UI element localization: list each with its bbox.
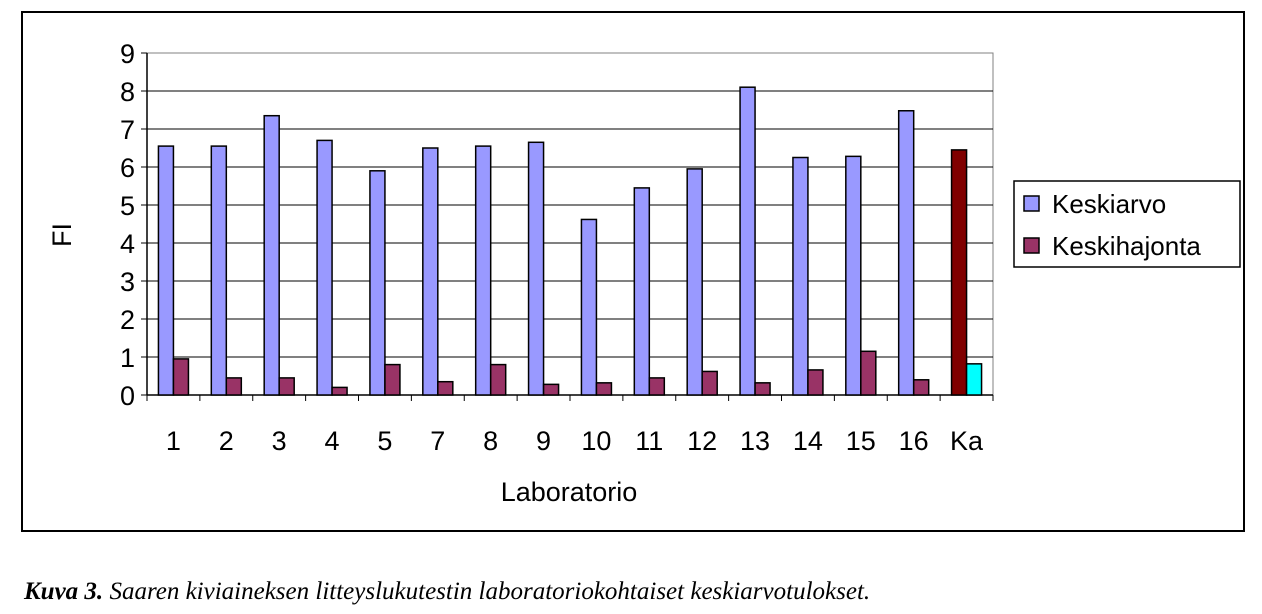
bar-keskiarvo [474, 145, 492, 396]
legend-swatch [1023, 195, 1040, 212]
y-axis-title: FI [47, 223, 77, 247]
category-label: 4 [325, 426, 340, 456]
y-tick-label: 5 [120, 191, 135, 221]
category-label: 9 [536, 426, 551, 456]
bar-keskihajonta [489, 363, 507, 396]
bar-keskihajonta [912, 379, 930, 396]
x-axis-ticks: 1 2 3 4 5 7 8 9 10 11 12 13 14 15 16 Ka [146, 395, 994, 456]
bar-keskihajonta [278, 377, 295, 396]
bar-keskiarvo [580, 218, 598, 396]
bar-keskihajonta [542, 383, 560, 396]
bar-keskiarvo [897, 110, 915, 396]
bar-keskiarvo [792, 156, 809, 396]
bar-keskihajonta [172, 358, 190, 396]
y-tick-label: 7 [120, 115, 135, 145]
legend-label: Keskiarvo [1052, 189, 1166, 219]
bar-keskihajonta [965, 363, 983, 396]
bar-keskihajonta [384, 363, 401, 396]
bars [157, 86, 983, 396]
category-label: 7 [430, 426, 445, 456]
y-tick-label: 9 [120, 39, 135, 69]
category-label: 5 [377, 426, 392, 456]
category-label: 12 [687, 426, 717, 456]
bar-keskihajonta [595, 382, 613, 396]
bar-keskiarvo [950, 149, 968, 396]
y-tick-label: 3 [120, 267, 135, 297]
bar-keskiarvo [686, 168, 703, 396]
y-tick-label: 1 [120, 343, 135, 373]
category-label: 15 [846, 426, 876, 456]
legend-label: Keskihajonta [1052, 231, 1201, 261]
bar-keskiarvo [845, 155, 862, 396]
category-label: 8 [483, 426, 498, 456]
category-label: 14 [793, 426, 823, 456]
category-label: 2 [219, 426, 234, 456]
bar-keskiarvo [527, 141, 545, 396]
y-tick-label: 2 [120, 305, 135, 335]
bar-keskiarvo [422, 147, 439, 396]
category-label: Ka [950, 426, 984, 456]
category-label: 16 [899, 426, 929, 456]
bar-keskiarvo [633, 187, 651, 396]
bar-keskihajonta [807, 369, 824, 396]
bar-keskiarvo [210, 145, 228, 396]
y-tick-label: 6 [120, 153, 135, 183]
caption-text: Saaren kiviaineksen litteyslukutestin la… [103, 578, 871, 605]
category-label: 3 [272, 426, 287, 456]
category-label: 13 [740, 426, 770, 456]
x-axis-title: Laboratorio [501, 477, 638, 507]
legend: Keskiarvo Keskihajonta [1013, 180, 1241, 268]
bar-keskihajonta [648, 377, 666, 396]
bar-keskihajonta [701, 370, 718, 396]
category-label: 10 [581, 426, 611, 456]
legend-box [1013, 180, 1241, 268]
y-tick-label: 0 [120, 381, 135, 411]
y-tick-label: 4 [120, 229, 135, 259]
figure-caption: Kuva 3. Saaren kiviaineksen litteyslukut… [24, 578, 1254, 606]
y-axis-ticks: 0 1 2 3 4 5 6 7 8 9 [120, 39, 147, 411]
bar-keskihajonta [754, 382, 771, 396]
bar-keskihajonta [860, 350, 877, 396]
caption-label: Kuva 3. [24, 578, 104, 605]
bar-keskihajonta [225, 377, 243, 396]
bar-keskihajonta [331, 386, 348, 396]
category-label: 11 [635, 426, 663, 456]
bar-keskiarvo [263, 114, 280, 396]
bar-keskihajonta [437, 380, 454, 396]
bar-keskiarvo [739, 86, 756, 396]
legend-swatch [1023, 237, 1040, 254]
bar-keskiarvo [157, 145, 175, 396]
bar-keskiarvo [316, 139, 333, 396]
category-label: 1 [166, 426, 181, 456]
bar-keskiarvo [369, 170, 386, 396]
y-tick-label: 8 [120, 77, 135, 107]
